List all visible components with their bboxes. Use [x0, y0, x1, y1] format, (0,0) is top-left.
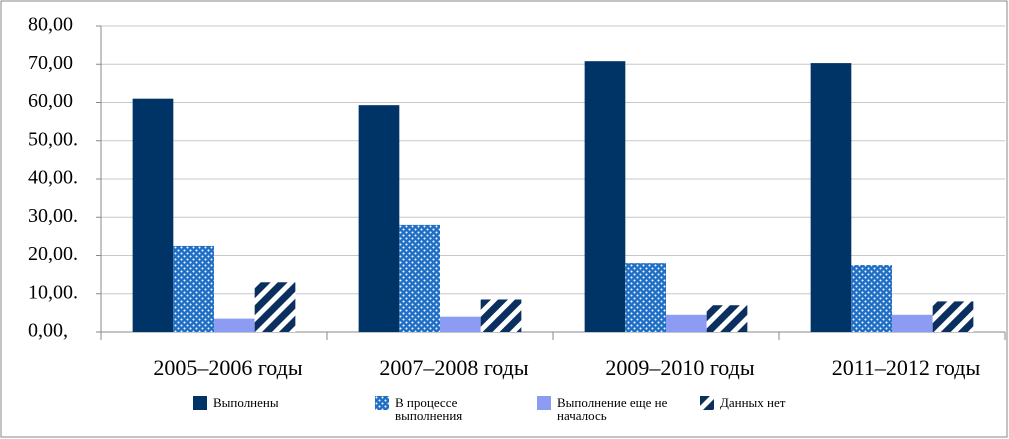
legend-label: Выполнение еще не началось — [557, 395, 668, 423]
legend-swatch — [700, 396, 714, 410]
y-tick-label: 80,00 — [28, 14, 73, 36]
bar — [625, 263, 666, 332]
bar — [399, 224, 440, 332]
bar — [584, 61, 626, 332]
y-tick-label: 40,00. — [28, 167, 78, 189]
bar — [480, 299, 522, 332]
bar — [214, 318, 255, 332]
x-tick-label: 2005–2006 годы — [153, 355, 303, 380]
legend-swatch — [375, 396, 389, 410]
bar — [851, 265, 892, 332]
x-tick-label: 2011–2012 годы — [832, 355, 981, 380]
legend-label: Выполнены — [213, 395, 279, 410]
bar — [440, 316, 481, 332]
bar — [706, 305, 748, 332]
bar — [932, 301, 974, 332]
legend-item: В процессе выполнения — [375, 396, 490, 422]
bar — [132, 98, 174, 332]
legend-swatch — [193, 396, 207, 410]
bar — [358, 105, 400, 333]
y-tick-label: 70,00 — [28, 52, 73, 74]
legend-item: Данных нет — [700, 396, 785, 410]
y-tick-label: 10,00. — [28, 281, 78, 303]
bar — [173, 245, 214, 332]
y-tick-label: 20,00. — [28, 243, 78, 265]
x-tick-label: 2007–2008 годы — [379, 355, 529, 380]
bar — [810, 63, 852, 332]
bar — [892, 314, 933, 332]
legend-label: В процессе выполнения — [395, 395, 463, 423]
y-tick-label: 60,00 — [28, 90, 73, 112]
bar — [666, 314, 707, 332]
bar — [254, 282, 296, 332]
x-tick-label: 2009–2010 годы — [605, 355, 755, 380]
legend-label: Данных нет — [720, 395, 786, 410]
y-tick-label: 50,00. — [28, 128, 78, 150]
legend-item: Выполнены — [193, 396, 279, 410]
y-tick-label: 30,00. — [28, 205, 78, 227]
legend-item: Выполнение еще не началось — [537, 396, 672, 422]
legend-swatch — [537, 396, 551, 410]
y-tick-label: 0,00, — [28, 320, 68, 342]
